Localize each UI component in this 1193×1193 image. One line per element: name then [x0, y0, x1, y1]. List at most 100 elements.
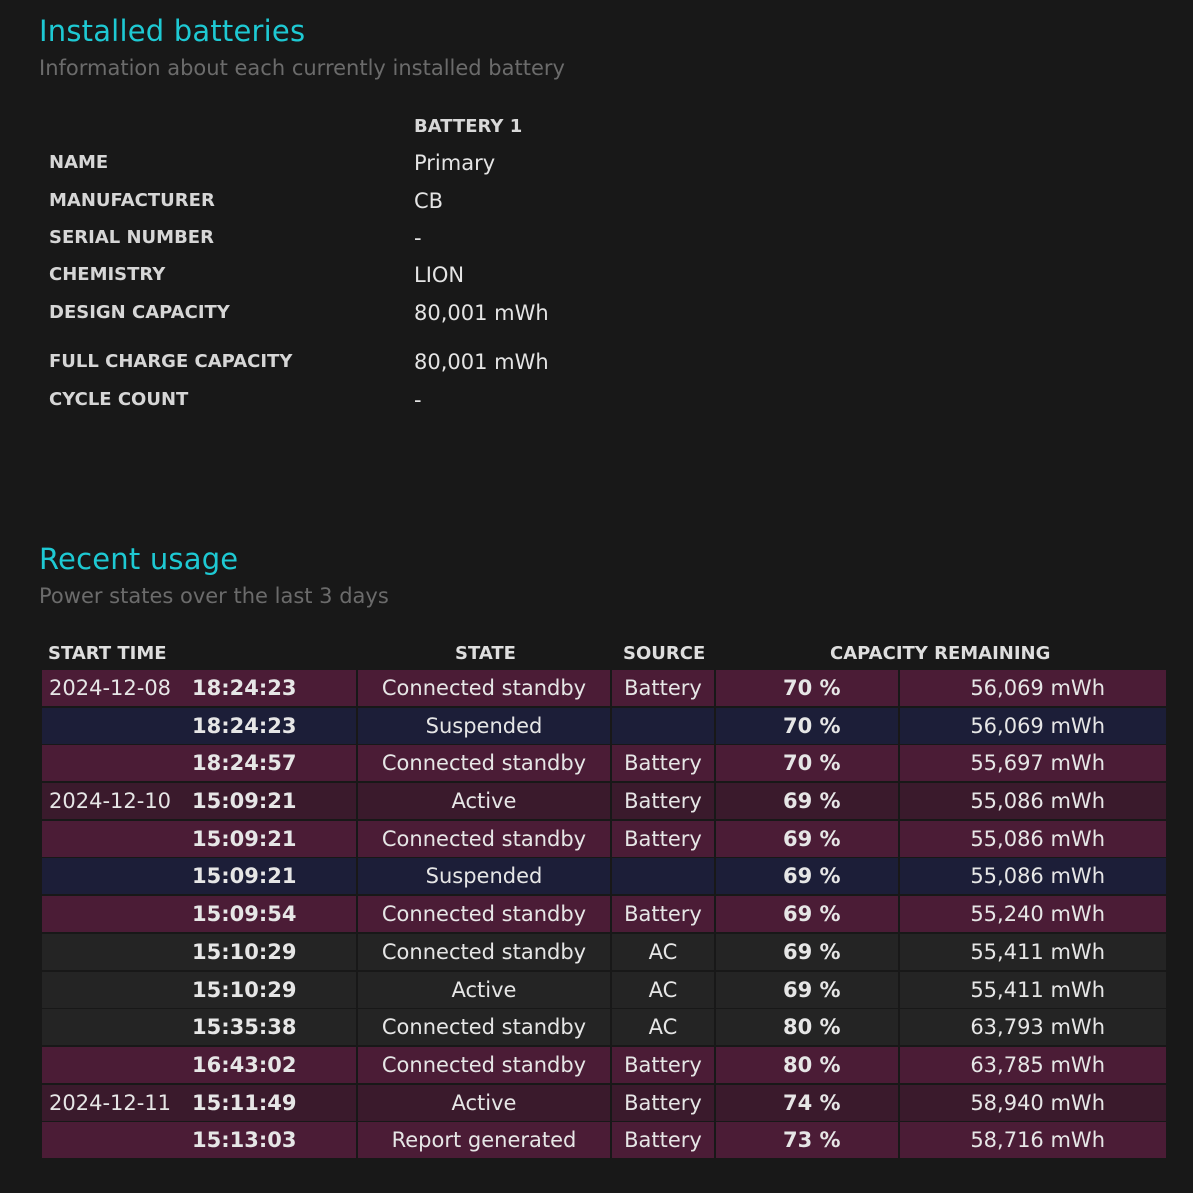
battery-info-label: MANUFACTURER [49, 190, 215, 211]
state-cell: Suspended [358, 707, 610, 744]
table-row: 15:13:03 Report generated Battery 73 % 58,71… [42, 1122, 1166, 1160]
capacity-percent-cell: 69 % [716, 783, 898, 820]
start-time-cell: 15:09:21 [42, 820, 356, 857]
column-header-source: SOURCE [623, 643, 706, 664]
capacity-mwh-cell: 55,240 mWh [900, 896, 1166, 933]
battery-info-row: CHEMISTRY LION [0, 260, 1193, 290]
start-date: 2024-12-10 [49, 789, 172, 814]
recent-usage-subtitle: Power states over the last 3 days [39, 584, 389, 608]
table-row: 16:43:02 Connected standby Battery 80 % 63,7… [42, 1046, 1166, 1085]
state-cell: Connected standby [358, 1046, 610, 1083]
capacity-mwh-cell: 56,069 mWh [900, 670, 1166, 706]
capacity-percent-cell: 80 % [716, 1046, 898, 1083]
usage-table: 2024-12-08 18:24:23 Connected standby Batte… [42, 670, 1166, 1160]
capacity-mwh-cell: 56,069 mWh [900, 707, 1166, 744]
source-cell: Battery [612, 670, 714, 706]
source-cell: Battery [612, 896, 714, 933]
start-clock: 15:09:21 [192, 789, 297, 814]
start-clock: 15:35:38 [192, 1015, 297, 1040]
table-row: 2024-12-11 15:11:49 Active Battery 74 % 58,94… [42, 1084, 1166, 1123]
recent-usage-title: Recent usage [39, 542, 239, 576]
state-cell: Connected standby [358, 1009, 610, 1046]
start-time-cell: 2024-12-11 15:11:49 [42, 1084, 356, 1121]
source-cell: AC [612, 1009, 714, 1046]
capacity-percent-cell: 69 % [716, 896, 898, 933]
start-time-cell: 15:35:38 [42, 1009, 356, 1046]
capacity-percent-cell: 69 % [716, 971, 898, 1008]
capacity-mwh-cell: 63,793 mWh [900, 1009, 1166, 1046]
source-cell: Battery [612, 820, 714, 857]
source-cell [612, 858, 714, 895]
capacity-mwh-cell: 55,086 mWh [900, 820, 1166, 857]
capacity-percent: 70 % [783, 713, 841, 738]
capacity-percent-cell: 74 % [716, 1084, 898, 1121]
capacity-percent: 69 % [783, 902, 841, 927]
state-cell: Report generated [358, 1122, 610, 1159]
installed-batteries-title: Installed batteries [39, 14, 306, 48]
capacity-percent-cell: 73 % [716, 1122, 898, 1159]
table-row: 15:09:21 Connected standby Battery 69 % 55,0… [42, 820, 1166, 859]
battery-info-row: FULL CHARGE CAPACITY 80,001 mWh [0, 347, 1193, 377]
start-time-cell: 15:10:29 [42, 933, 356, 970]
source-cell: Battery [612, 1046, 714, 1083]
capacity-percent-cell: 70 % [716, 707, 898, 744]
start-time-cell: 18:24:57 [42, 745, 356, 782]
battery-info-value: 80,001 mWh [414, 350, 549, 374]
battery-info-row: SERIAL NUMBER - [0, 223, 1193, 253]
capacity-percent: 69 % [783, 864, 841, 889]
table-row: 15:10:29 Active AC 69 % 55,411 mWh [42, 971, 1166, 1010]
start-clock: 16:43:02 [192, 1052, 297, 1077]
column-header-start-time: START TIME [48, 643, 167, 664]
state-cell: Connected standby [358, 670, 610, 706]
battery-info-row: NAME Primary [0, 148, 1193, 178]
battery-info-label: DESIGN CAPACITY [49, 302, 230, 323]
battery-info-label: SERIAL NUMBER [49, 227, 214, 248]
state-cell: Connected standby [358, 820, 610, 857]
state-cell: Suspended [358, 858, 610, 895]
capacity-percent-cell: 70 % [716, 670, 898, 706]
capacity-percent: 69 % [783, 977, 841, 1002]
capacity-percent: 70 % [783, 751, 841, 776]
capacity-mwh-cell: 63,785 mWh [900, 1046, 1166, 1083]
battery-info-value: - [414, 226, 422, 250]
battery-info-label: CYCLE COUNT [49, 389, 189, 410]
start-clock: 15:09:54 [192, 902, 297, 927]
start-time-cell: 18:24:23 [42, 707, 356, 744]
start-time-cell: 16:43:02 [42, 1046, 356, 1083]
state-cell: Connected standby [358, 896, 610, 933]
battery-info-label: CHEMISTRY [49, 264, 166, 285]
table-row: 15:09:54 Connected standby Battery 69 % 55,2… [42, 896, 1166, 934]
capacity-percent-cell: 70 % [716, 745, 898, 782]
table-row: 15:10:29 Connected standby AC 69 % 55,411 mW… [42, 933, 1166, 972]
source-cell: AC [612, 933, 714, 970]
start-clock: 15:10:29 [192, 939, 297, 964]
capacity-percent: 70 % [783, 676, 841, 700]
start-time-cell: 2024-12-10 15:09:21 [42, 783, 356, 820]
state-cell: Active [358, 783, 610, 820]
installed-batteries-subtitle: Information about each currently install… [39, 56, 565, 80]
battery-info-value: LION [414, 263, 465, 287]
usage-table-header: START TIME STATE SOURCE CAPACITY REMAINI… [0, 640, 1193, 668]
capacity-mwh-cell: 58,940 mWh [900, 1084, 1166, 1121]
battery-info-value: - [414, 388, 422, 412]
start-date: 2024-12-08 [49, 676, 172, 700]
battery-info-label: NAME [49, 152, 109, 173]
battery-info-label: FULL CHARGE CAPACITY [49, 351, 293, 372]
capacity-percent-cell: 69 % [716, 820, 898, 857]
table-row: 18:24:57 Connected standby Battery 70 % 55,6… [42, 745, 1166, 783]
capacity-percent: 73 % [783, 1128, 841, 1153]
capacity-percent: 74 % [783, 1090, 841, 1115]
source-cell: Battery [612, 745, 714, 782]
start-time-cell: 15:13:03 [42, 1122, 356, 1159]
start-time-cell: 15:09:21 [42, 858, 356, 895]
battery-info-value: CB [414, 189, 444, 213]
capacity-percent: 69 % [783, 939, 841, 964]
capacity-mwh-cell: 55,697 mWh [900, 745, 1166, 782]
capacity-percent: 69 % [783, 789, 841, 814]
start-clock: 15:11:49 [192, 1090, 297, 1115]
source-cell: Battery [612, 783, 714, 820]
state-cell: Connected standby [358, 745, 610, 782]
battery-info-row: DESIGN CAPACITY 80,001 mWh [0, 298, 1193, 328]
capacity-percent: 80 % [783, 1052, 841, 1077]
start-time-cell: 15:09:54 [42, 896, 356, 933]
